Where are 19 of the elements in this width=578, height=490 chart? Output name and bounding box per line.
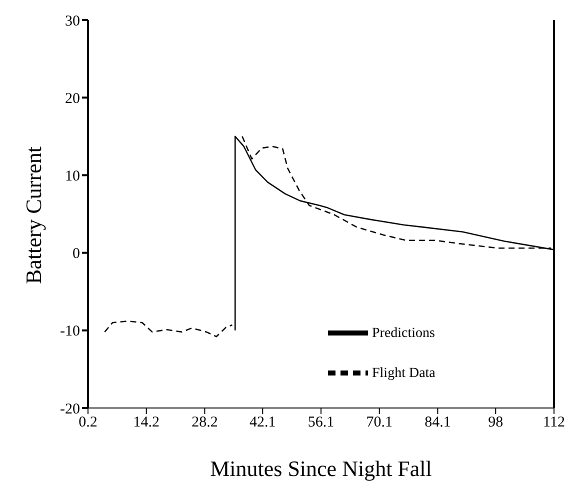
x-tick-label: 70.1: [366, 414, 392, 431]
x-tick-label: 28.2: [192, 414, 218, 431]
x-tick-label: 112: [543, 414, 565, 431]
x-tick-label: 0.2: [78, 414, 98, 431]
legend-label: Predictions: [372, 326, 435, 341]
y-tick-label: 10: [65, 168, 80, 185]
y-axis-title: Battery Current: [20, 146, 46, 284]
y-tick-label: 20: [65, 90, 80, 107]
y-tick-label: 30: [65, 13, 80, 30]
x-tick-label: 98: [488, 414, 504, 431]
x-tick-label: 84.1: [424, 414, 451, 431]
x-axis-title: Minutes Since Night Fall: [210, 456, 432, 481]
x-tick-label: 14.2: [133, 414, 160, 431]
y-tick-label: -20: [60, 401, 80, 418]
x-tick-label: 56.1: [308, 414, 334, 431]
legend-label: Flight Data: [372, 366, 436, 381]
y-tick-label: 0: [72, 246, 80, 262]
x-tick-label: 42.1: [250, 414, 276, 431]
y-tick-label: -10: [60, 324, 80, 340]
